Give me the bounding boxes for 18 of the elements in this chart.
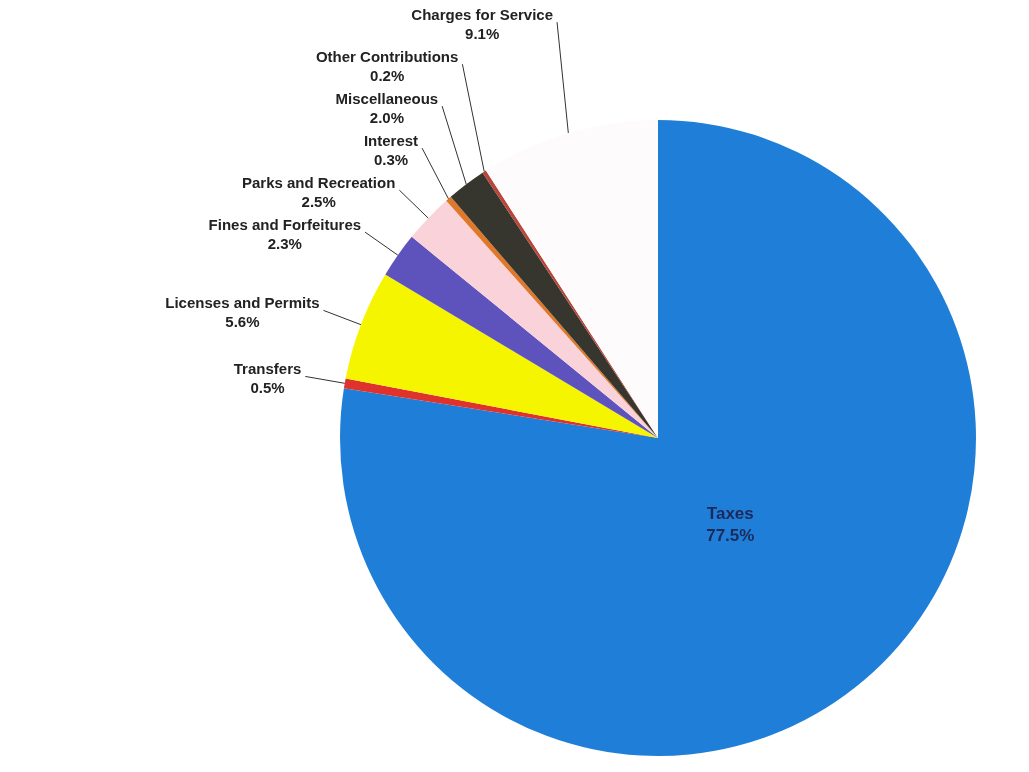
slice-label: Charges for Service bbox=[411, 6, 554, 24]
data-label: 0.3% bbox=[373, 151, 409, 169]
slice-label: Interest bbox=[363, 132, 419, 150]
slice-label: Other Contributions bbox=[315, 48, 459, 66]
slice-label: Fines and Forfeitures bbox=[208, 216, 362, 234]
data-label: 77.5% bbox=[706, 525, 755, 545]
data-label: 2.5% bbox=[301, 193, 336, 211]
data-label: 5.6% bbox=[225, 313, 260, 331]
data-label: 0.2% bbox=[370, 67, 405, 85]
data-label: 9.1% bbox=[465, 25, 500, 43]
slice-label: Transfers bbox=[233, 360, 302, 378]
slice-label: Licenses and Permits bbox=[165, 294, 320, 312]
data-label: 2.0% bbox=[369, 109, 404, 127]
data-label: 0.5% bbox=[250, 379, 285, 397]
slice-label: Parks and Recreation bbox=[241, 174, 396, 192]
slice-label: Miscellaneous bbox=[335, 90, 439, 108]
slice-label: Taxes bbox=[706, 503, 754, 523]
data-label: 2.3% bbox=[267, 235, 302, 253]
